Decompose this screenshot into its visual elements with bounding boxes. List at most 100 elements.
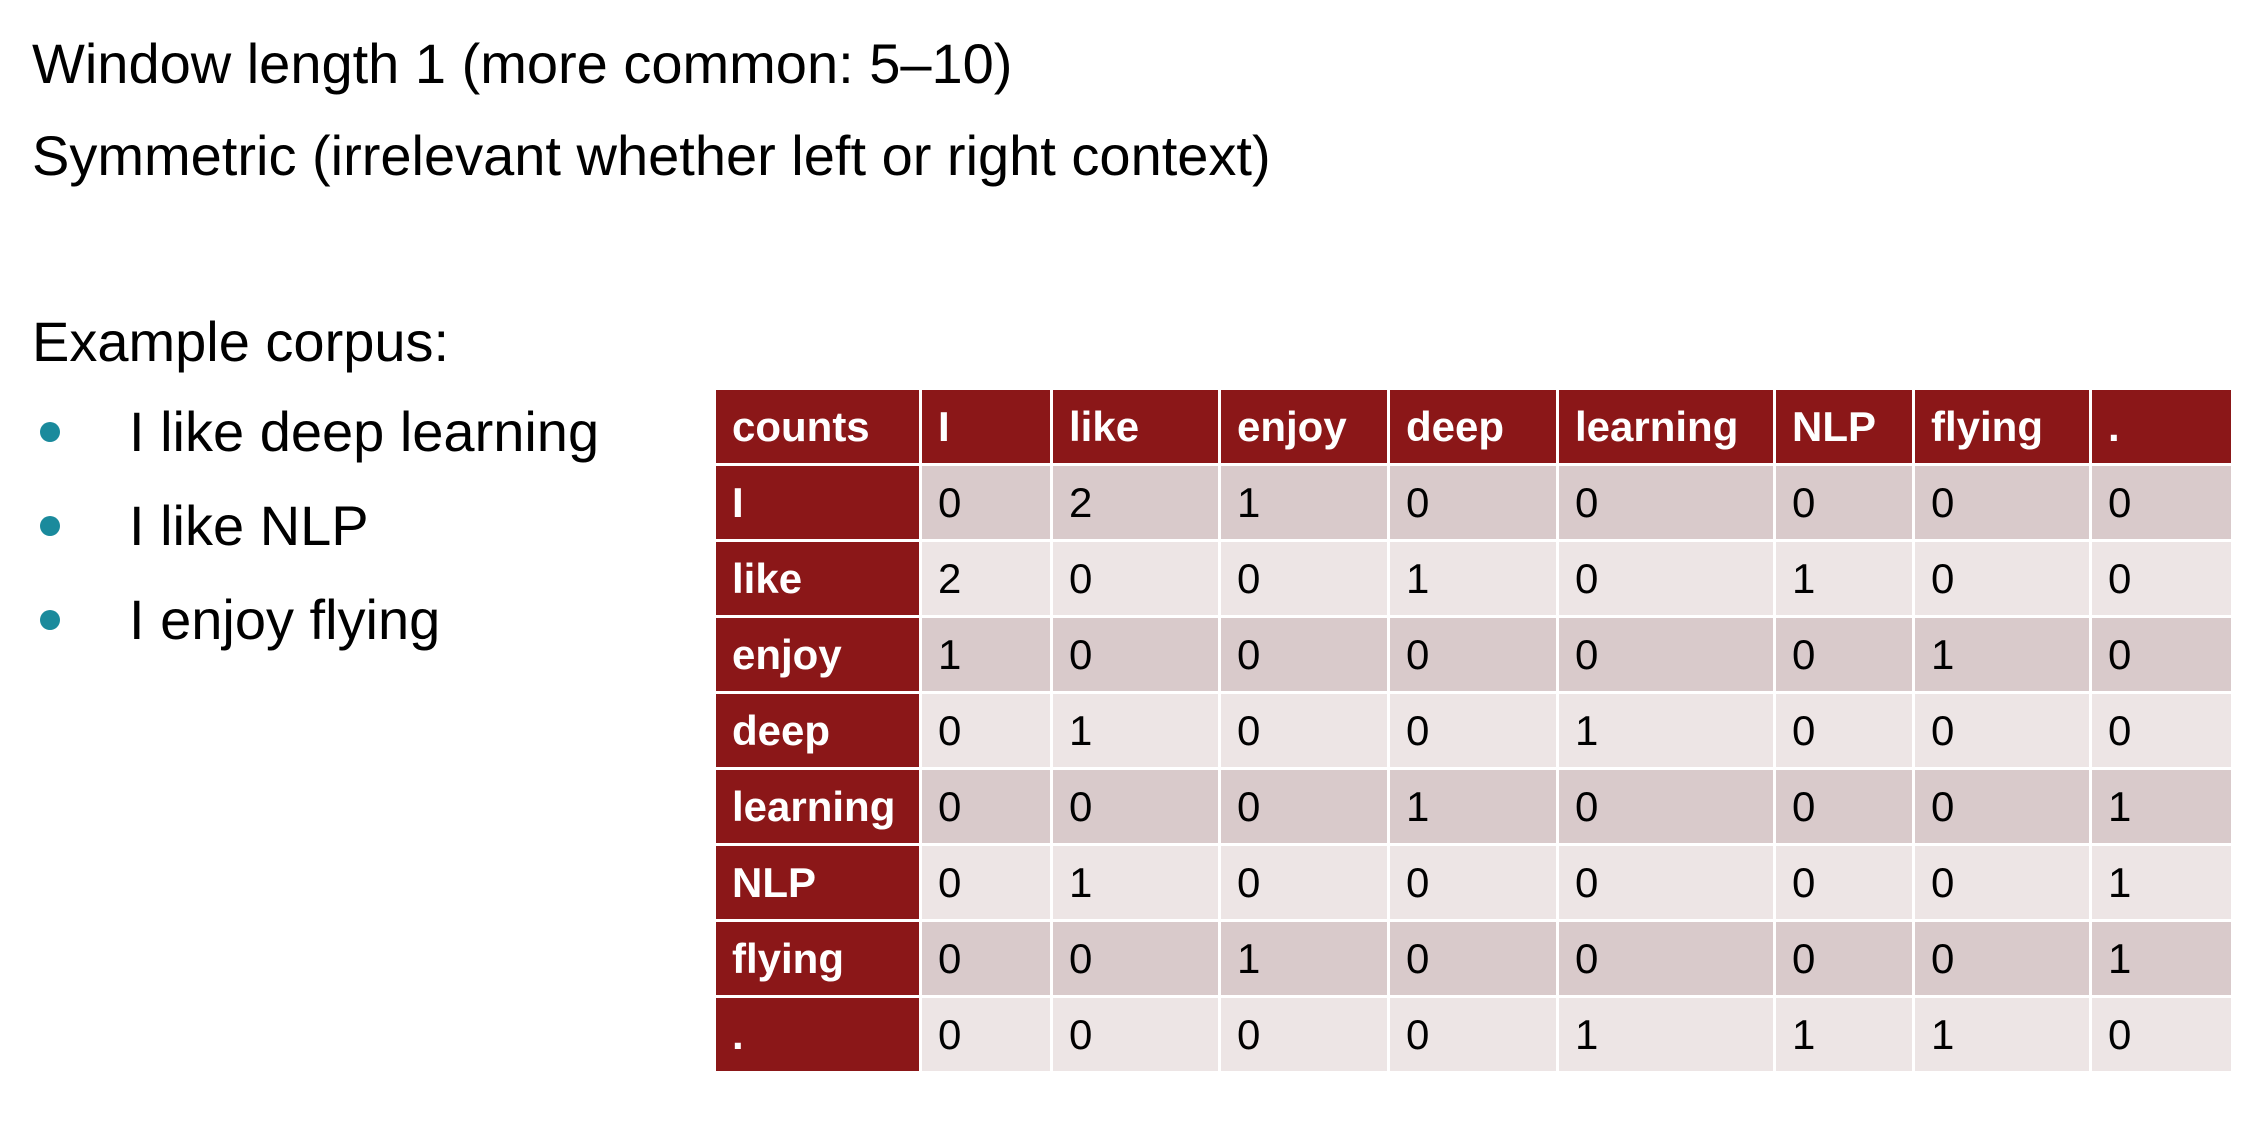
- row-header: flying: [713, 919, 922, 998]
- row-header: .: [713, 995, 922, 1074]
- count-cell: 1: [1050, 843, 1221, 922]
- window-length-text: Window length 1 (more common: 5–10): [32, 32, 1013, 95]
- column-header: flying: [1912, 387, 2092, 466]
- count-cell: 1: [2089, 767, 2234, 846]
- count-cell: 1: [1556, 995, 1776, 1074]
- count-cell: 1: [1912, 615, 2092, 694]
- column-header: deep: [1387, 387, 1559, 466]
- count-cell: 0: [1912, 843, 2092, 922]
- row-header: like: [713, 539, 922, 618]
- count-cell: 0: [1218, 843, 1390, 922]
- count-cell: 0: [1773, 919, 1915, 998]
- count-cell: 0: [1556, 615, 1776, 694]
- column-header: I: [919, 387, 1053, 466]
- count-cell: 0: [919, 843, 1053, 922]
- count-cell: 0: [1773, 463, 1915, 542]
- table-row: enjoy 1 0 0 0 0 0 1 0: [713, 615, 2234, 694]
- count-cell: 0: [1773, 843, 1915, 922]
- count-cell: 1: [1218, 463, 1390, 542]
- table-row: like 2 0 0 1 0 1 0 0: [713, 539, 2234, 618]
- count-cell: 0: [1387, 615, 1559, 694]
- table-corner-cell: counts: [713, 387, 922, 466]
- count-cell: 0: [1218, 767, 1390, 846]
- count-cell: 0: [2089, 463, 2234, 542]
- row-header: NLP: [713, 843, 922, 922]
- count-cell: 0: [1387, 919, 1559, 998]
- count-cell: 1: [1773, 995, 1915, 1074]
- count-cell: 0: [1050, 919, 1221, 998]
- count-cell: 1: [2089, 919, 2234, 998]
- count-cell: 0: [1050, 539, 1221, 618]
- count-cell: 0: [1912, 539, 2092, 618]
- corpus-item-text: I like NLP: [129, 494, 369, 557]
- table-row: NLP 0 1 0 0 0 0 0 1: [713, 843, 2234, 922]
- count-cell: 0: [1387, 463, 1559, 542]
- column-header: enjoy: [1218, 387, 1390, 466]
- count-cell: 0: [1050, 615, 1221, 694]
- count-cell: 1: [1218, 919, 1390, 998]
- count-cell: 0: [919, 463, 1053, 542]
- row-header: I: [713, 463, 922, 542]
- table-row: I 0 2 1 0 0 0 0 0: [713, 463, 2234, 542]
- count-cell: 2: [1050, 463, 1221, 542]
- count-cell: 0: [1218, 995, 1390, 1074]
- count-cell: 0: [919, 919, 1053, 998]
- count-cell: 0: [1556, 539, 1776, 618]
- count-cell: 0: [1912, 691, 2092, 770]
- count-cell: 1: [1387, 767, 1559, 846]
- corpus-item-text: I enjoy flying: [129, 588, 441, 651]
- count-cell: 0: [1912, 919, 2092, 998]
- count-cell: 0: [1218, 539, 1390, 618]
- table-row: flying 0 0 1 0 0 0 0 1: [713, 919, 2234, 998]
- count-cell: 1: [1556, 691, 1776, 770]
- count-cell: 0: [1387, 843, 1559, 922]
- column-header: .: [2089, 387, 2234, 466]
- count-cell: 0: [1773, 691, 1915, 770]
- table-row: learning 0 0 0 1 0 0 0 1: [713, 767, 2234, 846]
- row-header: enjoy: [713, 615, 922, 694]
- count-cell: 1: [1912, 995, 2092, 1074]
- cooccurrence-table: counts I like enjoy deep learning NLP fl…: [713, 387, 2234, 1074]
- count-cell: 0: [1218, 615, 1390, 694]
- count-cell: 0: [1387, 691, 1559, 770]
- count-cell: 0: [1050, 995, 1221, 1074]
- count-cell: 0: [1773, 615, 1915, 694]
- count-cell: 0: [1556, 843, 1776, 922]
- count-cell: 0: [1912, 463, 2092, 542]
- bullet-dot-icon: [40, 610, 60, 630]
- count-cell: 0: [1773, 767, 1915, 846]
- bullet-dot-icon: [40, 422, 60, 442]
- count-cell: 0: [2089, 539, 2234, 618]
- count-cell: 0: [1912, 767, 2092, 846]
- table-row: deep 0 1 0 0 1 0 0 0: [713, 691, 2234, 770]
- count-cell: 0: [1387, 995, 1559, 1074]
- count-cell: 0: [919, 995, 1053, 1074]
- row-header: deep: [713, 691, 922, 770]
- count-cell: 0: [1556, 463, 1776, 542]
- count-cell: 0: [1556, 767, 1776, 846]
- table-row: . 0 0 0 0 1 1 1 0: [713, 995, 2234, 1074]
- corpus-item-text: I like deep learning: [129, 400, 600, 463]
- count-cell: 0: [2089, 615, 2234, 694]
- count-cell: 1: [1773, 539, 1915, 618]
- column-header: like: [1050, 387, 1221, 466]
- count-cell: 0: [2089, 995, 2234, 1074]
- symmetric-text: Symmetric (irrelevant whether left or ri…: [32, 124, 1271, 187]
- table-header-row: counts I like enjoy deep learning NLP fl…: [713, 387, 2234, 466]
- count-cell: 0: [1218, 691, 1390, 770]
- count-cell: 0: [1556, 919, 1776, 998]
- count-cell: 0: [919, 691, 1053, 770]
- count-cell: 0: [2089, 691, 2234, 770]
- column-header: NLP: [1773, 387, 1915, 466]
- count-cell: 2: [919, 539, 1053, 618]
- count-cell: 0: [919, 767, 1053, 846]
- count-cell: 0: [1050, 767, 1221, 846]
- row-header: learning: [713, 767, 922, 846]
- count-cell: 1: [2089, 843, 2234, 922]
- count-cell: 1: [1050, 691, 1221, 770]
- bullet-dot-icon: [40, 516, 60, 536]
- count-cell: 1: [919, 615, 1053, 694]
- corpus-heading: Example corpus:: [32, 310, 450, 373]
- count-cell: 1: [1387, 539, 1559, 618]
- column-header: learning: [1556, 387, 1776, 466]
